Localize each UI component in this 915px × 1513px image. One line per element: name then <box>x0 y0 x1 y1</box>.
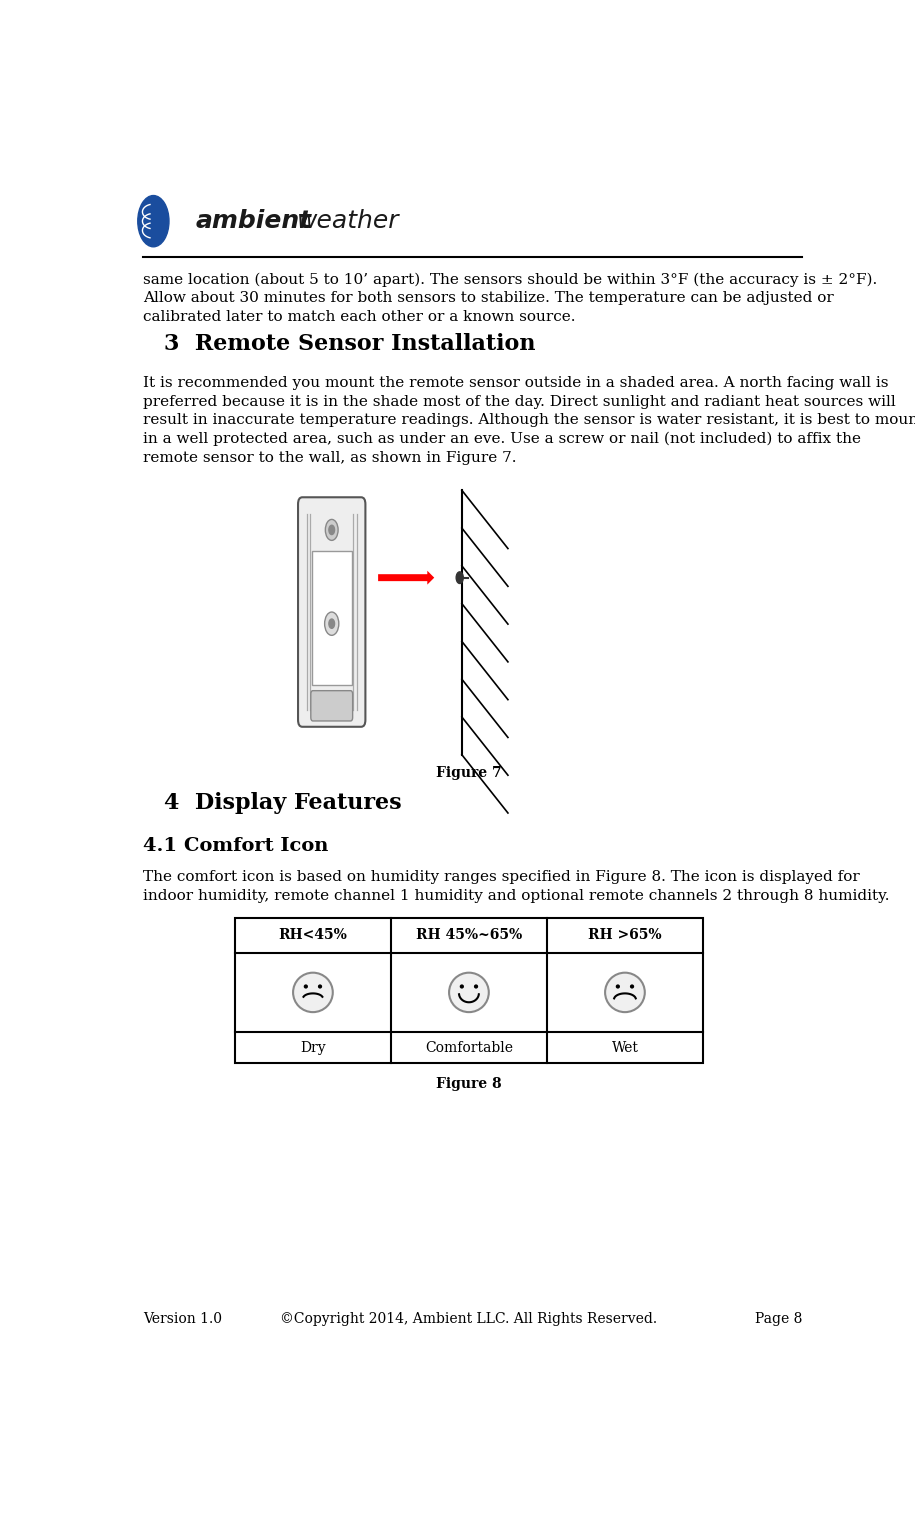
Text: The comfort icon is based on humidity ranges specified in Figure 8. The icon is : The comfort icon is based on humidity ra… <box>143 870 859 884</box>
Circle shape <box>328 619 335 628</box>
FancyBboxPatch shape <box>311 690 352 722</box>
Text: weather: weather <box>296 209 399 233</box>
Text: Dry: Dry <box>300 1041 326 1055</box>
Text: preferred because it is in the shade most of the day. Direct sunlight and radian: preferred because it is in the shade mos… <box>143 395 896 409</box>
Ellipse shape <box>304 985 308 988</box>
Text: 4  Display Features: 4 Display Features <box>164 791 402 814</box>
Text: remote sensor to the wall, as shown in Figure 7.: remote sensor to the wall, as shown in F… <box>143 451 516 464</box>
Text: Version 1.0: Version 1.0 <box>143 1312 221 1325</box>
Circle shape <box>457 572 463 584</box>
Text: Allow about 30 minutes for both sensors to stabilize. The temperature can be adj: Allow about 30 minutes for both sensors … <box>143 290 834 306</box>
Text: same location (about 5 to 10’ apart). The sensors should be within 3°F (the accu: same location (about 5 to 10’ apart). Th… <box>143 272 877 287</box>
Ellipse shape <box>630 985 634 988</box>
Bar <box>235 918 703 1064</box>
Circle shape <box>325 613 339 635</box>
Text: ambient: ambient <box>196 209 312 233</box>
Text: Comfortable: Comfortable <box>425 1041 513 1055</box>
Ellipse shape <box>459 985 464 988</box>
Text: 3  Remote Sensor Installation: 3 Remote Sensor Installation <box>164 333 535 356</box>
Text: RH >65%: RH >65% <box>588 929 662 943</box>
Ellipse shape <box>474 985 479 988</box>
Text: in a well protected area, such as under an eve. Use a screw or nail (not include: in a well protected area, such as under … <box>143 433 861 446</box>
Ellipse shape <box>449 973 489 1012</box>
Circle shape <box>326 519 339 540</box>
Ellipse shape <box>605 973 645 1012</box>
Text: Figure 8: Figure 8 <box>436 1077 501 1091</box>
Text: ©Copyright 2014, Ambient LLC. All Rights Reserved.: ©Copyright 2014, Ambient LLC. All Rights… <box>280 1312 658 1325</box>
Text: calibrated later to match each other or a known source.: calibrated later to match each other or … <box>143 310 576 324</box>
Circle shape <box>328 525 335 534</box>
Ellipse shape <box>318 985 322 988</box>
Bar <box>311 551 352 685</box>
Text: Figure 7: Figure 7 <box>436 767 501 781</box>
Ellipse shape <box>616 985 620 988</box>
Text: It is recommended you mount the remote sensor outside in a shaded area. A north : It is recommended you mount the remote s… <box>143 377 888 390</box>
Text: result in inaccurate temperature readings. Although the sensor is water resistan: result in inaccurate temperature reading… <box>143 413 915 427</box>
Ellipse shape <box>293 973 333 1012</box>
FancyBboxPatch shape <box>298 498 365 726</box>
Circle shape <box>138 195 169 247</box>
Text: indoor humidity, remote channel 1 humidity and optional remote channels 2 throug: indoor humidity, remote channel 1 humidi… <box>143 888 889 903</box>
Text: RH 45%~65%: RH 45%~65% <box>415 929 522 943</box>
Text: Page 8: Page 8 <box>755 1312 802 1325</box>
Text: Wet: Wet <box>611 1041 639 1055</box>
Text: 4.1 Comfort Icon: 4.1 Comfort Icon <box>143 838 328 855</box>
Text: RH<45%: RH<45% <box>278 929 348 943</box>
